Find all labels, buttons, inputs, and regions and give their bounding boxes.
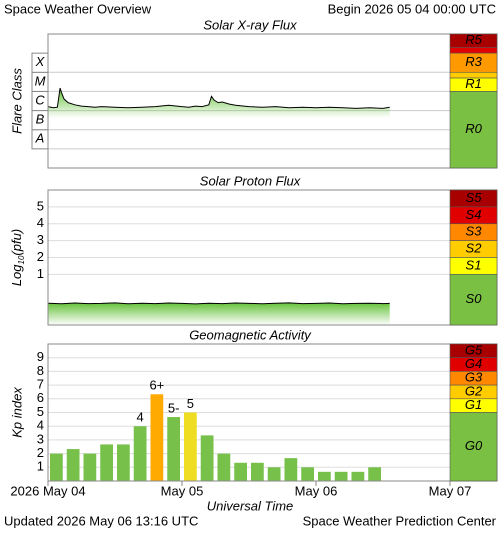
scale-label: S0 <box>466 291 483 306</box>
bar <box>217 453 231 481</box>
panel-title: Solar Proton Flux <box>200 173 301 188</box>
y-tick-label: 8 <box>37 363 44 378</box>
x-tick-label: May 05 <box>161 483 204 498</box>
y-tick-label: 2 <box>37 249 44 264</box>
value-label: 5- <box>168 400 180 415</box>
bar <box>184 412 197 481</box>
y-tick-label: 2 <box>37 445 44 460</box>
scale-label: S4 <box>466 207 482 222</box>
bar <box>50 453 63 481</box>
y-tick-label: 6 <box>37 390 44 405</box>
updated-time: Updated 2026 May 06 13:16 UTC <box>4 513 198 528</box>
bar <box>234 462 247 481</box>
scale-label: S1 <box>466 257 482 272</box>
y-axis-label: Kp index <box>9 387 24 438</box>
value-label: 5 <box>187 396 194 411</box>
y-tick-label: B <box>36 112 45 127</box>
scale-label: S5 <box>466 190 483 205</box>
bar <box>66 449 80 481</box>
y-axis-label: Flare Class <box>9 68 24 134</box>
y-label-part: 10 <box>17 255 26 264</box>
y-tick-label: 4 <box>37 418 44 433</box>
area <box>48 302 390 325</box>
credit: Space Weather Prediction Center <box>303 513 497 528</box>
x-tick-label: May 06 <box>295 483 338 498</box>
panel-title: Solar X-ray Flux <box>203 17 297 32</box>
bar <box>284 458 298 481</box>
y-tick-label: 9 <box>37 349 44 364</box>
y-tick-label: 3 <box>37 232 44 247</box>
area <box>48 88 390 148</box>
scale-label: R5 <box>465 32 482 47</box>
bar <box>133 426 147 481</box>
y-label-part: (pfu) <box>9 229 24 256</box>
bar <box>351 471 365 481</box>
bar <box>150 394 164 481</box>
scale-label: R3 <box>465 54 482 69</box>
scale-label: G2 <box>465 383 483 398</box>
x-tick-label: May 07 <box>429 483 472 498</box>
value-label: 4 <box>137 410 144 425</box>
scale-band <box>449 47 498 54</box>
line <box>47 87 390 109</box>
page-title: Space Weather Overview <box>4 1 152 16</box>
y-axis-label: Log10(pfu) <box>9 229 26 286</box>
scale-label: S2 <box>466 241 483 256</box>
y-tick-label: 7 <box>37 377 44 392</box>
scale-band <box>449 91 498 169</box>
y-tick-label: 4 <box>37 215 44 230</box>
bar <box>301 467 314 481</box>
y-tick-label: M <box>35 73 46 88</box>
scale-label: G4 <box>465 356 482 371</box>
scale-label: G3 <box>465 370 483 385</box>
scale-label: G1 <box>465 397 482 412</box>
scale-label: G5 <box>465 342 483 357</box>
scale-band <box>449 274 498 326</box>
value-label: 6+ <box>149 378 164 393</box>
bar <box>334 471 348 481</box>
bar <box>83 453 97 481</box>
scale-label: R1 <box>465 76 482 91</box>
y-tick-label: 1 <box>37 266 44 281</box>
scale-band <box>449 412 498 482</box>
scale-label: G0 <box>465 438 483 453</box>
bar <box>117 444 130 481</box>
bar <box>318 471 331 481</box>
line <box>47 302 390 305</box>
bar <box>368 467 381 481</box>
scale-label: R0 <box>465 121 482 136</box>
y-tick-label: 1 <box>37 459 44 474</box>
y-tick-label: 5 <box>37 404 44 419</box>
bar <box>167 417 180 481</box>
begin-time: Begin 2026 05 04 00:00 UTC <box>328 1 496 16</box>
bar <box>100 444 113 481</box>
x-axis-label: Universal Time <box>207 498 294 513</box>
bar <box>200 435 214 481</box>
y-tick-label: X <box>35 54 46 69</box>
bar <box>251 462 264 481</box>
y-label-part: Log <box>9 264 24 286</box>
y-tick-label: 3 <box>37 431 44 446</box>
x-tick-label: 2026 May 04 <box>10 483 85 498</box>
bar <box>267 467 281 481</box>
y-tick-label: 5 <box>37 198 44 213</box>
panel-title: Geomagnetic Activity <box>189 327 312 342</box>
y-tick-label: C <box>35 92 45 107</box>
y-tick-label: A <box>35 131 45 146</box>
scale-label: S3 <box>466 224 483 239</box>
